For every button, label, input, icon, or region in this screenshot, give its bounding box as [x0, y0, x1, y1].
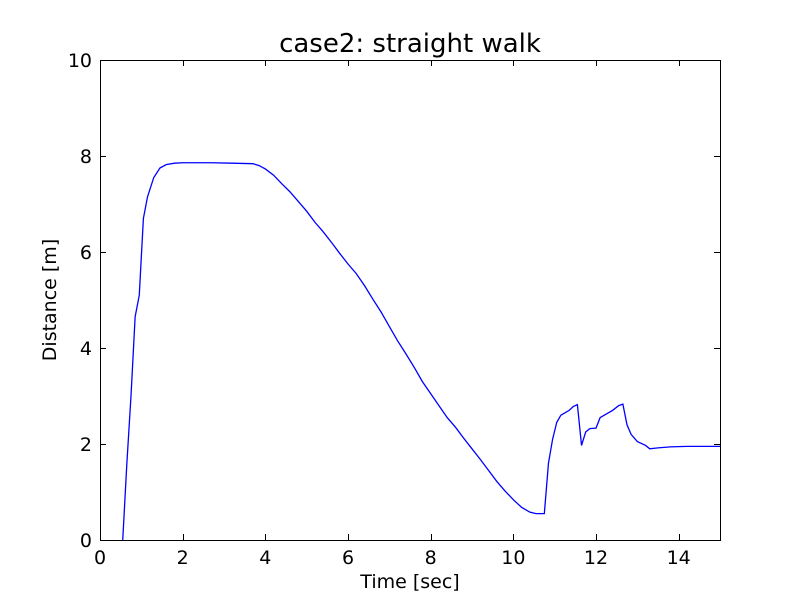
x-tick-label: 12	[584, 547, 608, 569]
plot-frame	[100, 60, 721, 541]
x-tick-label: 10	[501, 547, 525, 569]
axis-ticks	[100, 60, 720, 541]
x-tick-label: 2	[177, 547, 189, 569]
x-tick-label: 14	[667, 547, 691, 569]
y-tick-label: 6	[80, 242, 92, 264]
series-line	[122, 162, 720, 541]
x-tick-label: 4	[259, 547, 271, 569]
y-tick-label: 8	[80, 146, 92, 168]
x-tick-label: 8	[425, 547, 437, 569]
chart-title: case2: straight walk	[279, 29, 541, 59]
y-tick-label: 10	[68, 50, 92, 72]
y-tick-label: 4	[80, 338, 92, 360]
x-axis-label: Time [sec]	[359, 571, 459, 593]
y-axis-label: Distance [m]	[39, 239, 61, 361]
y-tick-label: 0	[80, 530, 92, 552]
tick-labels: 0 2 4 6 8 10 12 14 0 2 4 6 8 10	[68, 50, 691, 569]
x-tick-label: 0	[94, 547, 106, 569]
y-tick-label: 2	[80, 434, 92, 456]
x-tick-label: 6	[342, 547, 354, 569]
